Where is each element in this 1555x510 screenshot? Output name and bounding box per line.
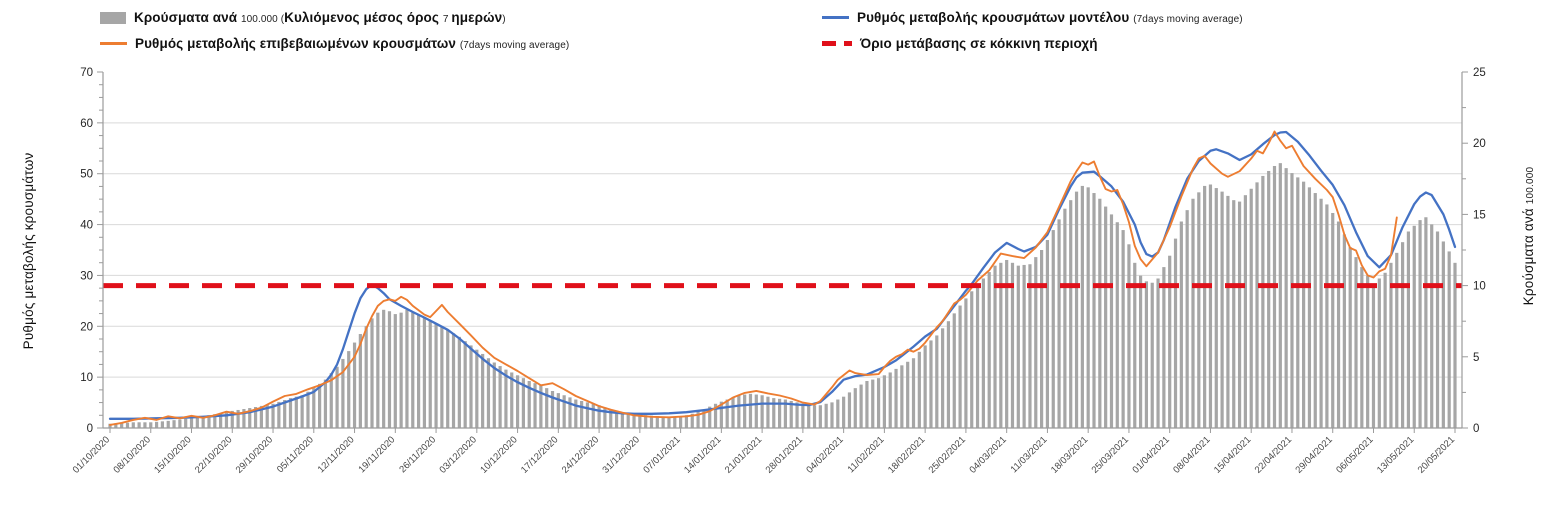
legend-label-model-rate: Ρυθμός μεταβολής κρουσμάτων μοντέλου (7d… bbox=[857, 10, 1243, 25]
x-tick-label: 03/12/2020 bbox=[438, 434, 479, 475]
legend-item-confirmed-rate: Ρυθμός μεταβολής επιβεβαιωμένων κρουσμάτ… bbox=[100, 36, 569, 51]
x-tick-label: 18/02/2021 bbox=[886, 434, 927, 475]
legend-item-threshold: Όριο μετάβασης σε κόκκινη περιοχή bbox=[822, 36, 1098, 51]
legend-label-threshold: Όριο μετάβασης σε κόκκινη περιοχή bbox=[860, 36, 1098, 51]
legend-swatch-bars-icon bbox=[100, 11, 126, 24]
x-tick-label: 18/03/2021 bbox=[1049, 434, 1090, 475]
legend-swatch-confirmed-rate-icon bbox=[100, 42, 127, 45]
right-tick-label: 20 bbox=[1473, 138, 1486, 150]
left-tick-label: 70 bbox=[80, 67, 93, 79]
left-tick-label: 50 bbox=[80, 169, 93, 181]
left-tick-label: 0 bbox=[87, 423, 93, 435]
left-tick-label: 30 bbox=[80, 270, 93, 282]
x-tick-label: 21/01/2021 bbox=[723, 434, 764, 475]
x-tick-label: 08/10/2020 bbox=[112, 434, 153, 475]
x-tick-label: 11/03/2021 bbox=[1009, 434, 1050, 475]
x-tick-label: 14/01/2021 bbox=[682, 434, 723, 475]
x-tick-label: 25/02/2021 bbox=[927, 434, 968, 475]
x-tick-label: 10/12/2020 bbox=[478, 434, 519, 475]
x-tick-label: 01/10/2020 bbox=[71, 434, 112, 475]
legend-label-confirmed-rate: Ρυθμός μεταβολής επιβεβαιωμένων κρουσμάτ… bbox=[135, 36, 570, 51]
x-tick-label: 07/01/2021 bbox=[641, 434, 682, 475]
right-tick-label: 15 bbox=[1473, 209, 1486, 221]
x-tick-label: 26/11/2020 bbox=[397, 434, 438, 475]
left-tick-label: 10 bbox=[80, 372, 93, 384]
x-tick-label: 24/12/2020 bbox=[560, 434, 601, 475]
x-tick-label: 22/04/2021 bbox=[1253, 434, 1294, 475]
y-axis-left: 0 10 20 30 40 50 60 70 bbox=[80, 67, 103, 435]
x-tick-label: 13/05/2021 bbox=[1375, 434, 1416, 475]
bars-series bbox=[108, 163, 1457, 429]
x-tick-label: 15/10/2020 bbox=[152, 434, 193, 475]
x-tick-label: 29/04/2021 bbox=[1293, 434, 1334, 475]
right-tick-label: 10 bbox=[1473, 281, 1486, 293]
x-tick-label: 04/03/2021 bbox=[967, 434, 1008, 475]
legend-item-bars: Κρούσματα ανά 100.000 (Κυλιόμενος μέσος … bbox=[100, 10, 506, 25]
x-tick-label: 17/12/2020 bbox=[519, 434, 560, 475]
x-tick-label: 20/05/2021 bbox=[1416, 434, 1457, 475]
left-tick-label: 60 bbox=[80, 118, 93, 130]
x-tick-label: 01/04/2021 bbox=[1130, 434, 1171, 475]
confirmed-line bbox=[109, 130, 1398, 426]
legend-swatch-model-rate-icon bbox=[822, 16, 849, 19]
legend-label-bars: Κρούσματα ανά 100.000 (Κυλιόμενος μέσος … bbox=[134, 10, 506, 25]
right-tick-label: 5 bbox=[1473, 352, 1479, 364]
x-tick-label: 08/04/2021 bbox=[1171, 434, 1212, 475]
x-axis: 01/10/2020 08/10/2020 15/10/2020 22/10/2020… bbox=[71, 428, 1457, 476]
x-tick-label: 04/02/2021 bbox=[804, 434, 845, 475]
x-tick-label: 31/12/2020 bbox=[601, 434, 642, 475]
legend-item-model-rate: Ρυθμός μεταβολής κρουσμάτων μοντέλου (7d… bbox=[822, 10, 1243, 25]
x-tick-label: 12/11/2020 bbox=[316, 434, 357, 475]
x-tick-label: 11/02/2021 bbox=[846, 434, 887, 475]
left-tick-label: 20 bbox=[80, 321, 93, 333]
right-tick-label: 25 bbox=[1473, 67, 1486, 79]
x-tick-label: 25/03/2021 bbox=[1090, 434, 1131, 475]
x-tick-label: 19/11/2020 bbox=[357, 434, 398, 475]
x-tick-label: 06/05/2021 bbox=[1334, 434, 1375, 475]
x-tick-label: 29/10/2020 bbox=[234, 434, 275, 475]
left-tick-label: 40 bbox=[80, 220, 93, 232]
y-axis-right: 0 5 10 15 20 25 bbox=[1462, 67, 1486, 435]
right-tick-label: 0 bbox=[1473, 423, 1479, 435]
x-tick-label: 28/01/2021 bbox=[764, 434, 805, 475]
x-tick-label: 05/11/2020 bbox=[275, 434, 316, 475]
x-tick-label: 22/10/2020 bbox=[193, 434, 234, 475]
x-tick-label: 15/04/2021 bbox=[1212, 434, 1253, 475]
legend-swatch-threshold-icon bbox=[822, 41, 852, 46]
